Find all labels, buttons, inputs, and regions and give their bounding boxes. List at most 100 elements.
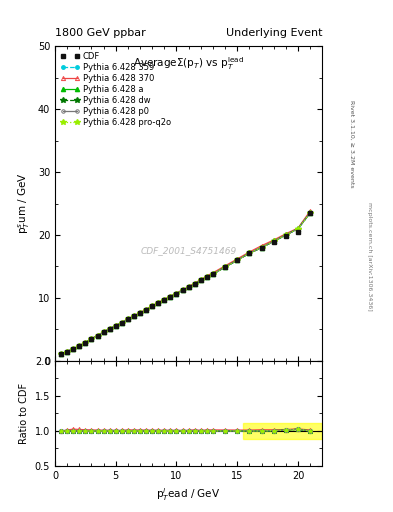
- Legend: CDF, Pythia 6.428 359, Pythia 6.428 370, Pythia 6.428 a, Pythia 6.428 dw, Pythia: CDF, Pythia 6.428 359, Pythia 6.428 370,…: [59, 50, 172, 129]
- Bar: [243, 422, 322, 439]
- Pythia 6.428 359: [211, 271, 215, 277]
- Pythia 6.428 a: [144, 307, 149, 313]
- CDF: [77, 343, 82, 349]
- Pythia 6.428 a: [83, 339, 88, 346]
- Pythia 6.428 359: [168, 294, 173, 300]
- Pythia 6.428 p0: [174, 290, 179, 296]
- Pythia 6.428 dw: [235, 257, 240, 263]
- Pythia 6.428 370: [198, 276, 203, 283]
- Pythia 6.428 370: [83, 339, 88, 346]
- Pythia 6.428 dw: [125, 316, 130, 323]
- Pythia 6.428 pro-q2o: [132, 313, 136, 319]
- Pythia 6.428 370: [132, 312, 136, 318]
- Pythia 6.428 p0: [83, 339, 88, 346]
- Pythia 6.428 a: [211, 271, 215, 277]
- Pythia 6.428 dw: [259, 245, 264, 251]
- Pythia 6.428 pro-q2o: [223, 264, 228, 270]
- Line: Pythia 6.428 359: Pythia 6.428 359: [59, 211, 312, 356]
- Pythia 6.428 p0: [204, 274, 209, 280]
- Pythia 6.428 dw: [162, 297, 167, 303]
- Pythia 6.428 370: [204, 273, 209, 279]
- Line: Pythia 6.428 370: Pythia 6.428 370: [59, 209, 312, 356]
- Pythia 6.428 359: [174, 290, 179, 296]
- Pythia 6.428 dw: [83, 339, 88, 346]
- Pythia 6.428 pro-q2o: [150, 303, 154, 309]
- CDF: [235, 257, 240, 263]
- CDF: [59, 351, 63, 357]
- Pythia 6.428 p0: [89, 336, 94, 342]
- Pythia 6.428 p0: [156, 300, 161, 306]
- Pythia 6.428 370: [211, 270, 215, 276]
- Pythia 6.428 359: [271, 238, 276, 244]
- Text: mcplots.cern.ch [arXiv:1306.3436]: mcplots.cern.ch [arXiv:1306.3436]: [367, 202, 372, 310]
- Pythia 6.428 370: [259, 243, 264, 249]
- Pythia 6.428 a: [150, 303, 154, 309]
- Pythia 6.428 370: [235, 256, 240, 262]
- Pythia 6.428 dw: [283, 232, 288, 238]
- Pythia 6.428 a: [71, 346, 75, 352]
- Pythia 6.428 370: [223, 263, 228, 269]
- Pythia 6.428 370: [192, 280, 197, 286]
- CDF: [125, 316, 130, 323]
- Pythia 6.428 a: [101, 329, 106, 335]
- Pythia 6.428 dw: [119, 319, 124, 326]
- Pythia 6.428 pro-q2o: [186, 284, 191, 290]
- Pythia 6.428 370: [150, 303, 154, 309]
- Pythia 6.428 370: [180, 287, 185, 293]
- Pythia 6.428 p0: [180, 287, 185, 293]
- Pythia 6.428 370: [119, 319, 124, 325]
- CDF: [186, 284, 191, 290]
- Pythia 6.428 370: [59, 351, 63, 357]
- Pythia 6.428 370: [101, 329, 106, 335]
- CDF: [101, 329, 106, 335]
- Pythia 6.428 p0: [65, 349, 70, 355]
- CDF: [296, 229, 300, 235]
- Pythia 6.428 dw: [271, 238, 276, 244]
- Pythia 6.428 370: [308, 208, 312, 214]
- Pythia 6.428 p0: [296, 226, 300, 232]
- Pythia 6.428 370: [162, 296, 167, 302]
- Pythia 6.428 pro-q2o: [95, 333, 100, 339]
- Pythia 6.428 359: [77, 343, 82, 349]
- Pythia 6.428 dw: [204, 274, 209, 280]
- CDF: [271, 239, 276, 245]
- Pythia 6.428 p0: [138, 310, 142, 316]
- Pythia 6.428 359: [283, 232, 288, 238]
- Pythia 6.428 370: [138, 309, 142, 315]
- Pythia 6.428 359: [83, 339, 88, 346]
- Pythia 6.428 pro-q2o: [308, 210, 312, 216]
- Pythia 6.428 pro-q2o: [180, 287, 185, 293]
- Pythia 6.428 dw: [107, 326, 112, 332]
- Pythia 6.428 p0: [247, 250, 252, 257]
- Pythia 6.428 370: [71, 346, 75, 352]
- Pythia 6.428 359: [95, 333, 100, 339]
- Pythia 6.428 p0: [150, 303, 154, 309]
- Pythia 6.428 359: [132, 313, 136, 319]
- Pythia 6.428 dw: [144, 307, 149, 313]
- Pythia 6.428 dw: [223, 264, 228, 270]
- CDF: [162, 297, 167, 303]
- Pythia 6.428 p0: [77, 343, 82, 349]
- Pythia 6.428 a: [283, 232, 288, 238]
- Pythia 6.428 a: [114, 323, 118, 329]
- Pythia 6.428 359: [198, 278, 203, 284]
- Pythia 6.428 a: [65, 349, 70, 355]
- Pythia 6.428 pro-q2o: [198, 278, 203, 284]
- CDF: [71, 346, 75, 352]
- Pythia 6.428 370: [89, 335, 94, 342]
- Pythia 6.428 a: [119, 319, 124, 326]
- Pythia 6.428 dw: [156, 300, 161, 306]
- Pythia 6.428 p0: [107, 326, 112, 332]
- Pythia 6.428 a: [296, 226, 300, 232]
- Pythia 6.428 370: [114, 323, 118, 329]
- CDF: [180, 287, 185, 293]
- Pythia 6.428 p0: [162, 297, 167, 303]
- Pythia 6.428 pro-q2o: [204, 274, 209, 280]
- Pythia 6.428 dw: [192, 281, 197, 287]
- Pythia 6.428 p0: [144, 307, 149, 313]
- Pythia 6.428 370: [247, 249, 252, 255]
- Pythia 6.428 359: [89, 336, 94, 342]
- Line: CDF: CDF: [59, 210, 312, 356]
- Line: Pythia 6.428 p0: Pythia 6.428 p0: [59, 211, 312, 356]
- Pythia 6.428 a: [223, 264, 228, 270]
